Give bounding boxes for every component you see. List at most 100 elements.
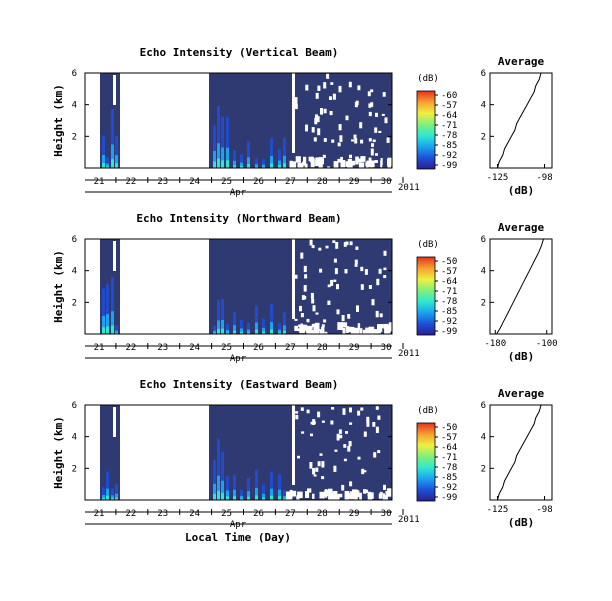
missing-data-mark bbox=[318, 163, 323, 170]
missing-data-mark bbox=[311, 245, 315, 249]
missing-data-mark bbox=[373, 452, 377, 458]
x-tick-label: 24 bbox=[189, 509, 200, 519]
average-y-tick-label: 6 bbox=[481, 69, 486, 79]
missing-data-mark bbox=[349, 154, 352, 159]
echo-plume bbox=[226, 332, 229, 334]
missing-data-mark bbox=[376, 278, 380, 286]
echo-plume bbox=[106, 488, 109, 500]
plot-frame bbox=[84, 238, 393, 335]
missing-data-mark bbox=[313, 137, 317, 142]
missing-data-mark bbox=[367, 91, 371, 97]
missing-data-mark bbox=[312, 493, 315, 499]
missing-data-mark bbox=[326, 73, 330, 79]
missing-data-mark bbox=[345, 241, 349, 246]
echo-plume bbox=[255, 305, 258, 334]
y-tick-label: 2 bbox=[72, 132, 77, 142]
missing-data-mark bbox=[330, 82, 334, 85]
x-tick-label: 29 bbox=[349, 177, 360, 187]
echo-plume bbox=[106, 163, 109, 168]
missing-data-mark bbox=[344, 269, 348, 274]
colorbar-tick-label: -78 bbox=[441, 131, 457, 141]
x-tick-label: 27 bbox=[285, 343, 296, 353]
echo-plume bbox=[270, 329, 273, 334]
x-tick-label: 30 bbox=[381, 177, 392, 187]
echo-plume bbox=[106, 157, 109, 168]
echo-plume bbox=[270, 138, 273, 168]
missing-data-mark bbox=[332, 240, 336, 243]
missing-data-mark bbox=[316, 116, 320, 123]
x-tick-label: 29 bbox=[349, 509, 360, 519]
x-tick-label: 24 bbox=[189, 343, 200, 353]
missing-data-mark bbox=[294, 274, 298, 279]
missing-data-mark bbox=[382, 493, 385, 502]
missing-data-mark bbox=[291, 490, 297, 497]
missing-data-mark bbox=[359, 328, 363, 335]
colorbar bbox=[416, 256, 436, 336]
echo-plume bbox=[102, 135, 105, 168]
missing-data-mark bbox=[292, 405, 295, 485]
missing-data-mark bbox=[383, 267, 387, 271]
missing-data-mark bbox=[360, 156, 366, 162]
echo-plume bbox=[278, 332, 281, 334]
missing-data-mark bbox=[347, 326, 352, 333]
missing-data-mark bbox=[295, 411, 299, 414]
average-y-tick-label: 2 bbox=[481, 132, 486, 142]
missing-data-mark bbox=[285, 491, 292, 500]
missing-data-mark bbox=[380, 160, 383, 168]
average-profile-line bbox=[496, 238, 544, 335]
echo-plume bbox=[102, 327, 105, 334]
missing-data-mark bbox=[308, 329, 315, 338]
missing-data-mark bbox=[342, 408, 346, 415]
x-tick-label: 23 bbox=[157, 509, 168, 519]
average-frame bbox=[489, 404, 553, 501]
missing-data-mark bbox=[333, 495, 340, 501]
missing-data-mark bbox=[338, 429, 342, 434]
missing-data-mark bbox=[366, 421, 370, 427]
missing-data-mark bbox=[303, 265, 307, 273]
missing-data-mark bbox=[307, 488, 312, 493]
missing-data-mark bbox=[375, 426, 379, 433]
missing-data-mark bbox=[319, 268, 323, 273]
missing-data-mark bbox=[303, 324, 308, 331]
echo-plume bbox=[213, 161, 216, 168]
colorbar-tick-label: -99 bbox=[441, 493, 457, 503]
missing-data-mark bbox=[322, 154, 326, 158]
missing-data-mark bbox=[371, 143, 374, 147]
missing-data-mark bbox=[345, 326, 349, 333]
x-tick-label: 21 bbox=[94, 343, 105, 353]
missing-data-mark bbox=[368, 103, 372, 108]
missing-data-mark bbox=[321, 476, 325, 480]
echo-plume bbox=[217, 328, 220, 334]
x-tick-label: 21 bbox=[94, 177, 105, 187]
missing-data-mark bbox=[301, 431, 305, 434]
echo-plume bbox=[226, 160, 229, 168]
x-tick-label: 25 bbox=[221, 509, 232, 519]
missing-data-mark bbox=[303, 296, 307, 300]
missing-data-mark bbox=[378, 268, 382, 274]
missing-data-mark bbox=[313, 327, 320, 336]
echo-plume bbox=[115, 155, 118, 168]
x-tick-label: 22 bbox=[125, 509, 136, 519]
missing-data-mark bbox=[345, 431, 348, 434]
missing-data-mark bbox=[367, 492, 373, 501]
y-tick-label: 2 bbox=[72, 464, 77, 474]
average-frame bbox=[489, 238, 553, 335]
missing-data-mark bbox=[325, 245, 329, 249]
colorbar-tick-label: -99 bbox=[441, 327, 457, 337]
missing-data-mark bbox=[305, 124, 308, 132]
average-x-tick-label: -125 bbox=[487, 505, 509, 515]
missing-data-mark bbox=[332, 93, 336, 100]
average-y-tick-label: 4 bbox=[481, 101, 486, 111]
missing-data-mark bbox=[366, 416, 370, 423]
missing-data-mark bbox=[372, 422, 376, 427]
colorbar-tick-label: -64 bbox=[441, 443, 457, 453]
missing-data-mark bbox=[315, 92, 319, 99]
missing-data-mark bbox=[315, 161, 318, 166]
echo-plume bbox=[233, 496, 236, 500]
missing-data-mark bbox=[360, 284, 364, 290]
missing-data-mark bbox=[341, 484, 345, 491]
missing-data-mark bbox=[354, 264, 358, 267]
missing-data-mark bbox=[357, 410, 361, 416]
y-tick-label: 6 bbox=[72, 401, 77, 411]
average-title: Average bbox=[498, 221, 545, 234]
